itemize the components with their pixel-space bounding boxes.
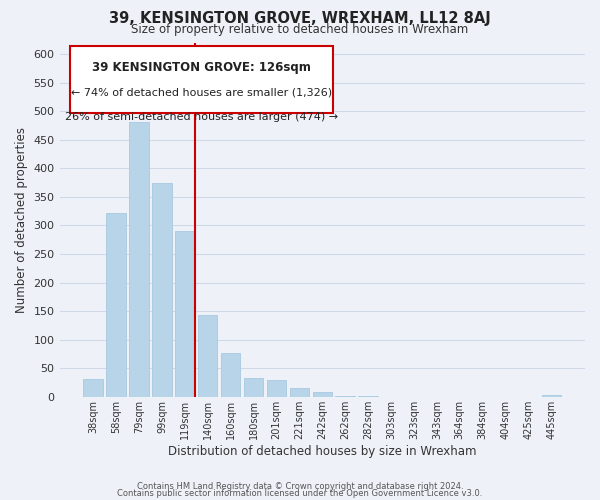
Bar [221, 354, 241, 397]
Text: 39, KENSINGTON GROVE, WREXHAM, LL12 8AJ: 39, KENSINGTON GROVE, WREXHAM, LL12 8AJ [109, 11, 491, 26]
Text: Contains HM Land Registry data © Crown copyright and database right 2024.: Contains HM Land Registry data © Crown c… [137, 482, 463, 491]
Text: 26% of semi-detached houses are larger (474) →: 26% of semi-detached houses are larger (… [65, 112, 338, 122]
Bar [198, 314, 217, 397]
Text: 39 KENSINGTON GROVE: 126sqm: 39 KENSINGTON GROVE: 126sqm [92, 61, 311, 74]
Text: Size of property relative to detached houses in Wrexham: Size of property relative to detached ho… [131, 22, 469, 36]
Bar [358, 396, 378, 397]
Bar [542, 395, 561, 397]
Bar [290, 388, 309, 397]
Bar [175, 230, 194, 397]
Bar [267, 380, 286, 397]
Bar [106, 214, 126, 397]
Bar [129, 122, 149, 397]
Bar [244, 378, 263, 397]
Text: ← 74% of detached houses are smaller (1,326): ← 74% of detached houses are smaller (1,… [71, 87, 332, 97]
Y-axis label: Number of detached properties: Number of detached properties [15, 126, 28, 312]
Bar [335, 396, 355, 397]
X-axis label: Distribution of detached houses by size in Wrexham: Distribution of detached houses by size … [168, 444, 476, 458]
Bar [313, 392, 332, 397]
Bar [83, 378, 103, 397]
Bar [152, 182, 172, 397]
FancyBboxPatch shape [70, 46, 333, 114]
Text: Contains public sector information licensed under the Open Government Licence v3: Contains public sector information licen… [118, 490, 482, 498]
